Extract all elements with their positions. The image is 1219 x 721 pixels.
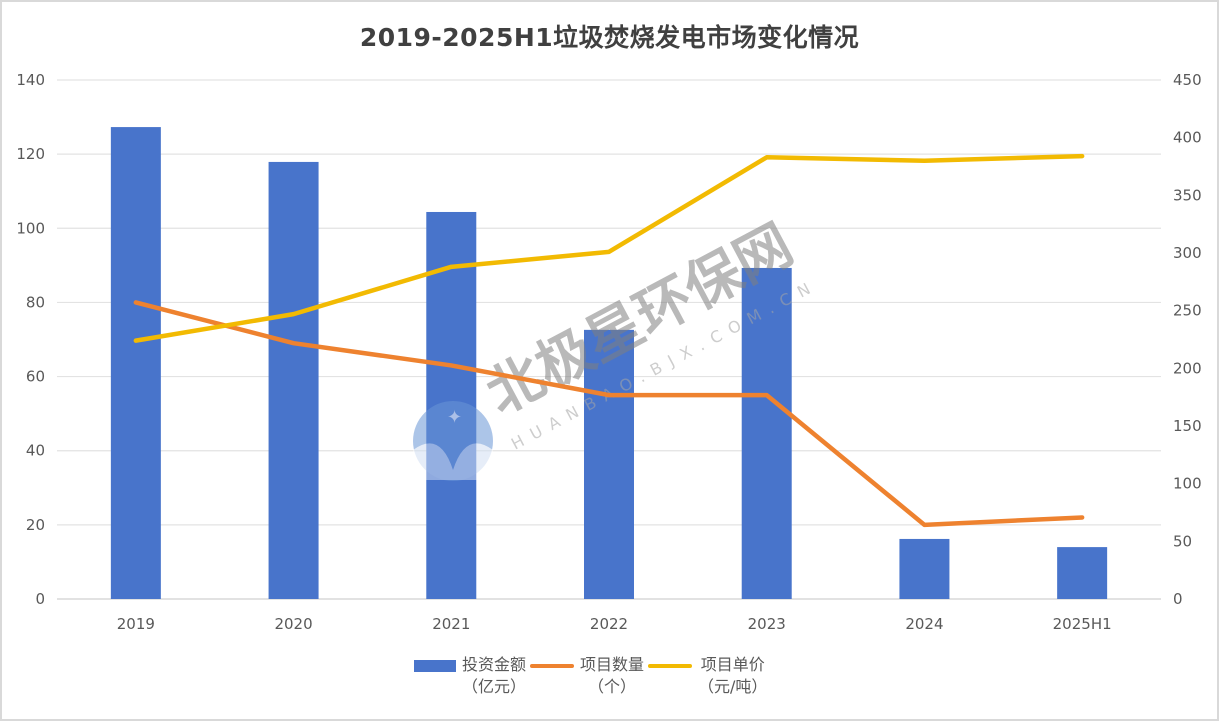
left-tick-label: 0	[35, 590, 45, 608]
legend-label: 项目数量	[580, 655, 645, 674]
series-lines	[133, 153, 1085, 528]
legend-item-unit-price[interactable]: 项目单价 （元/吨）	[648, 654, 767, 698]
legend-item-project-count[interactable]: 项目数量 （个）	[530, 654, 644, 698]
project-count-line[interactable]	[133, 300, 1085, 528]
investment-bar[interactable]	[741, 267, 792, 599]
right-tick-label: 100	[1173, 475, 1202, 493]
x-tick-label: 2020	[274, 615, 312, 633]
legend: 投资金额 （亿元） 项目数量 （个） 项目单价 （元/吨）	[414, 654, 771, 698]
right-tick-label: 50	[1173, 532, 1192, 550]
right-tick-label: 450	[1173, 71, 1202, 89]
star-icon: ✦	[447, 407, 462, 427]
unit-price-line[interactable]	[133, 153, 1085, 343]
left-tick-label: 100	[16, 219, 45, 237]
legend-line-swatch-icon	[648, 664, 693, 668]
left-tick-label: 80	[26, 293, 45, 311]
x-tick-label: 2024	[905, 615, 943, 633]
investment-bar[interactable]	[268, 161, 319, 599]
x-tick-label: 2019	[117, 615, 155, 633]
chart-title: 2019-2025H1垃圾焚烧发电市场变化情况	[359, 23, 860, 52]
investment-bar[interactable]	[1057, 547, 1108, 599]
left-tick-label: 40	[26, 442, 45, 460]
x-tick-label: 2023	[748, 615, 786, 633]
legend-line-swatch-icon	[530, 664, 575, 668]
legend-unit: （元/吨）	[698, 677, 768, 696]
legend-bar-swatch-icon	[414, 660, 456, 672]
legend-unit: （个）	[588, 677, 637, 696]
x-tick-label: 2025H1	[1053, 615, 1112, 633]
left-tick-label: 20	[26, 516, 45, 534]
legend-label: 投资金额	[462, 655, 527, 674]
right-tick-label: 150	[1173, 417, 1202, 435]
x-tick-label: 2021	[432, 615, 470, 633]
investment-bar[interactable]	[584, 329, 634, 599]
investment-bar[interactable]	[110, 127, 161, 599]
x-tick-label: 2022	[590, 615, 628, 633]
right-tick-label: 350	[1173, 186, 1202, 204]
legend-item-investment[interactable]: 投资金额 （亿元）	[414, 654, 526, 698]
left-tick-label: 120	[16, 145, 45, 163]
right-tick-label: 250	[1173, 302, 1202, 320]
legend-label: 项目单价	[700, 655, 765, 674]
legend-unit: （亿元）	[462, 677, 527, 696]
right-tick-label: 300	[1173, 244, 1202, 262]
right-tick-label: 200	[1173, 359, 1202, 377]
right-tick-label: 400	[1173, 129, 1202, 147]
left-tick-label: 60	[26, 368, 45, 386]
x-axis-labels: 2019 2020 2021 2022 2023 2024 2025H1	[117, 615, 1112, 633]
right-tick-label: 0	[1173, 590, 1183, 608]
watermark-logo-icon	[413, 401, 493, 481]
left-tick-label: 140	[16, 71, 45, 89]
investment-bar[interactable]	[899, 538, 950, 599]
left-y-axis: 0 20 40 60 80 100 120 140	[16, 71, 45, 608]
right-y-axis: 0 50 100 150 200 250 300 350 400 450	[1173, 71, 1202, 608]
